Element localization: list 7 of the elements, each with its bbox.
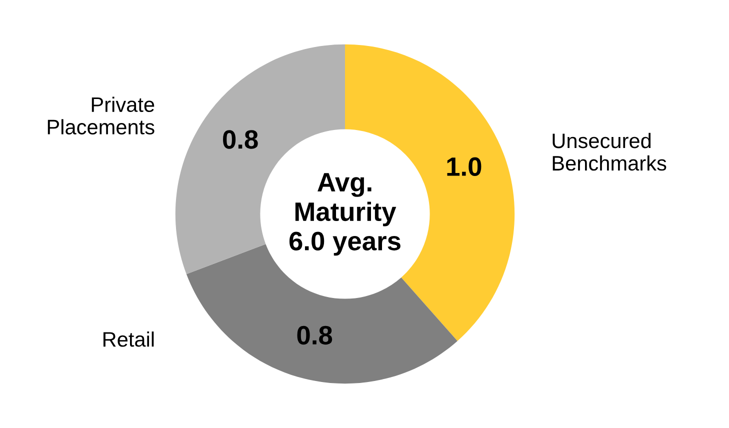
data-label: 0.8	[297, 326, 332, 345]
slice-label: Unsecured Benchmarks	[552, 132, 666, 171]
slice-label: Retail	[103, 331, 154, 347]
data-label: 1.0	[447, 157, 482, 176]
data-label: 0.8	[223, 130, 258, 149]
slice-label: Private Placements	[48, 96, 154, 134]
text: Avg. Maturity 6.0 years	[289, 173, 400, 256]
